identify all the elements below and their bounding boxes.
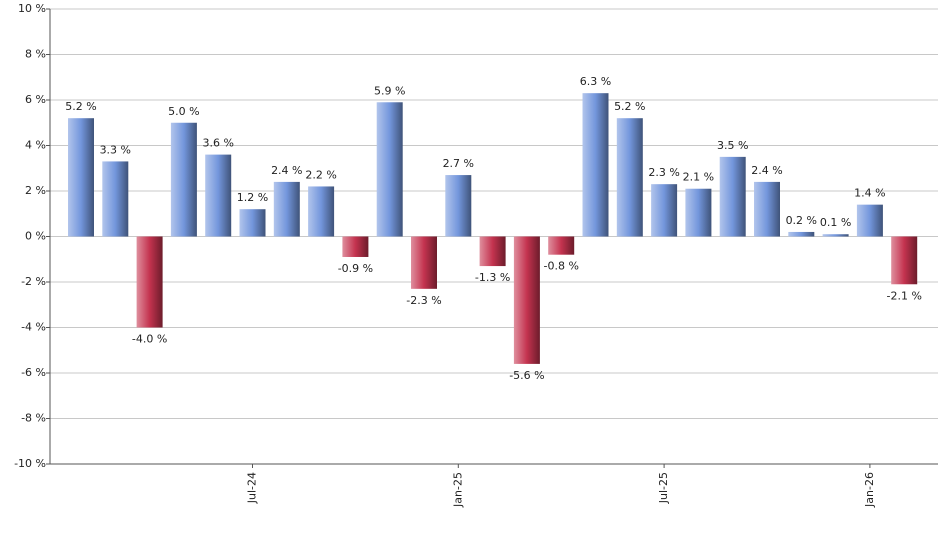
bar — [582, 93, 609, 237]
bar — [273, 181, 300, 237]
value-label: 3.5 % — [717, 139, 748, 152]
bar — [102, 161, 129, 237]
bar — [651, 184, 678, 237]
bar — [376, 102, 403, 237]
x-tick-label: Jan-26 — [863, 472, 876, 508]
bar — [308, 186, 335, 237]
bar — [719, 156, 746, 237]
y-tick-label: 0 % — [25, 230, 46, 243]
value-label: 2.2 % — [305, 168, 336, 181]
value-label: -0.9 % — [338, 262, 373, 275]
value-label: -4.0 % — [132, 333, 167, 346]
y-tick-label: 6 % — [25, 93, 46, 106]
x-tick-label: Jul-24 — [246, 472, 259, 504]
y-tick-label: -6 % — [21, 366, 46, 379]
bar — [891, 236, 918, 285]
value-label: 0.1 % — [820, 216, 851, 229]
value-label: -2.1 % — [886, 289, 921, 302]
y-tick-label: -4 % — [21, 321, 46, 334]
bar — [170, 122, 197, 237]
value-label: 3.3 % — [100, 143, 131, 156]
bar — [754, 181, 780, 237]
bar — [479, 236, 506, 267]
bar — [136, 236, 163, 328]
y-tick-label: -10 % — [14, 457, 46, 470]
value-label: -2.3 % — [406, 294, 441, 307]
value-label: 6.3 % — [580, 75, 611, 88]
value-label: 2.7 % — [443, 157, 474, 170]
y-tick-label: 2 % — [25, 184, 46, 197]
value-label: 3.6 % — [202, 137, 233, 150]
value-label: 5.0 % — [168, 105, 199, 118]
y-tick-label: -2 % — [21, 275, 46, 288]
value-label: 2.3 % — [648, 166, 679, 179]
y-tick-label: -8 % — [21, 412, 46, 425]
bar — [342, 236, 369, 257]
x-tick-label: Jul-25 — [657, 472, 670, 504]
bar — [411, 236, 437, 289]
bar — [856, 204, 883, 237]
value-label: 2.4 % — [751, 164, 782, 177]
y-tick-label: 10 % — [18, 2, 46, 15]
bar — [822, 234, 849, 237]
value-label: 0.2 % — [786, 214, 817, 227]
y-tick-label: 8 % — [25, 48, 46, 61]
value-label: 5.9 % — [374, 84, 405, 97]
bar — [788, 231, 815, 237]
bar — [445, 175, 472, 237]
x-tick-label: Jan-25 — [451, 472, 464, 508]
value-label: 2.4 % — [271, 164, 302, 177]
bar — [548, 236, 575, 255]
bar — [239, 209, 266, 237]
bar — [616, 118, 643, 237]
value-label: 5.2 % — [65, 100, 96, 113]
bar — [513, 236, 540, 364]
value-label: 1.2 % — [237, 191, 268, 204]
value-label: 2.1 % — [683, 171, 714, 184]
y-tick-label: 4 % — [25, 139, 46, 152]
value-label: 1.4 % — [854, 187, 885, 200]
value-label: 5.2 % — [614, 100, 645, 113]
bar — [68, 118, 94, 237]
bar — [685, 188, 712, 237]
value-label: -1.3 % — [475, 271, 510, 284]
value-label: -0.8 % — [543, 260, 578, 273]
value-label: -5.6 % — [509, 369, 544, 382]
bar — [205, 154, 232, 237]
